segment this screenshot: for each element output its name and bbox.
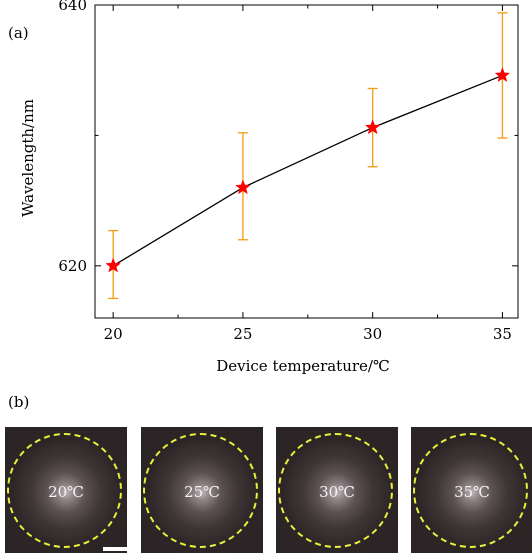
photo-temperature-label: 25℃ (184, 483, 220, 501)
photo-temperature-label: 20℃ (48, 483, 84, 501)
photo-temperature-label: 35℃ (454, 483, 490, 501)
series-line (112, 74, 503, 267)
device-photo-30c: 30℃ (276, 427, 398, 553)
y-axis-label: Wavelength/nm (19, 99, 37, 217)
data-point-star (235, 179, 251, 195)
device-photo-35c: 35℃ (411, 427, 532, 553)
x-tick-label: 35 (493, 325, 512, 343)
data-point-star (494, 67, 511, 83)
x-tick-label: 20 (104, 325, 123, 343)
data-point-star (105, 257, 121, 273)
axis-ticks: 20 25 30 35 620 640 (58, 0, 518, 343)
device-photo-row: 20℃ 25℃ 30℃ 35℃ (0, 427, 532, 553)
data-point-star (364, 119, 381, 135)
x-axis-label: Device temperature/℃ (216, 357, 390, 375)
device-outline-ring (7, 433, 122, 548)
device-photo-20c: 20℃ (5, 427, 127, 553)
device-outline-ring (143, 433, 258, 548)
data-marks (105, 12, 511, 300)
device-outline-ring (278, 433, 393, 548)
panel-a-label: (a) (8, 24, 29, 42)
scale-bar (103, 547, 127, 551)
device-outline-ring (413, 433, 528, 548)
photo-temperature-label: 30℃ (319, 483, 355, 501)
panel-b-label: (b) (8, 393, 30, 411)
y-tick-label: 620 (58, 257, 87, 275)
x-tick-label: 25 (233, 325, 252, 343)
x-tick-label: 30 (363, 325, 382, 343)
device-photo-25c: 25℃ (141, 427, 263, 553)
plot-frame (94, 4, 519, 319)
y-tick-label: 640 (58, 0, 87, 14)
